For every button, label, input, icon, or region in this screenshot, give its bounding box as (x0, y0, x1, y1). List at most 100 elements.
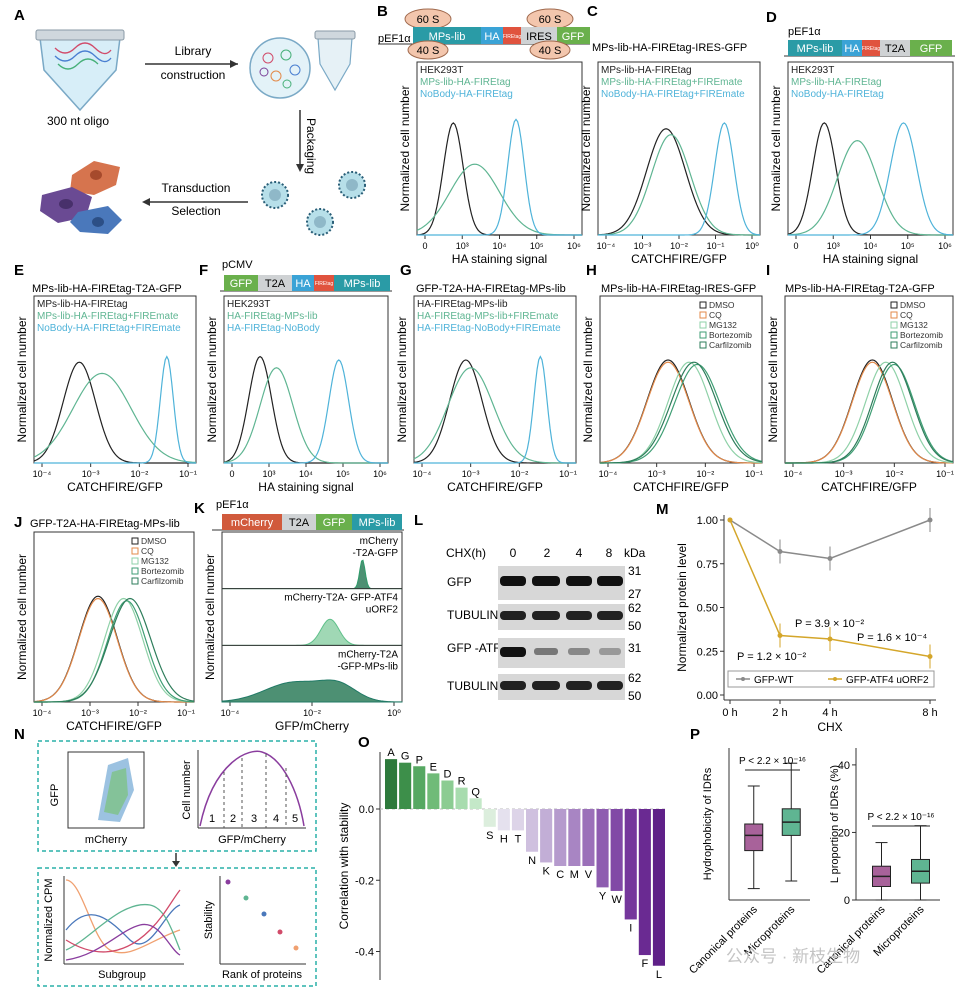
hist-tick-label: 10⁻³ (634, 241, 652, 251)
o-bar-E (427, 773, 440, 809)
step-transduction: Transduction (162, 181, 231, 195)
chx-time-0: 0 (510, 546, 517, 560)
o-bar-label: D (443, 769, 451, 781)
legend-swatch (699, 321, 707, 329)
blot-label-tubulin-2: TUBULIN (447, 679, 498, 693)
o-bar-label: M (570, 869, 579, 881)
ribosome-40s-1: 40 S (417, 45, 440, 57)
hist-curve-h-1 (599, 361, 763, 464)
f-part-gfp: GFP (230, 278, 253, 290)
p-y-tick-label: 0 (844, 895, 850, 907)
kda-50-a: 50 (628, 619, 642, 633)
hist-curve-f-0 (223, 355, 388, 464)
m-x-tick-label: 2 h (772, 707, 787, 719)
m-annotation: P = 1.2 × 10⁻² (737, 651, 807, 663)
legend-label: CQ (900, 310, 913, 320)
k-label-0: mCherry (360, 536, 398, 547)
o-bar-T (511, 809, 524, 831)
hist-curve-h-4 (599, 361, 763, 464)
k-hist-0 (222, 559, 402, 590)
construct-c-title: MPs-lib-HA-FIREtag-IRES-GFP (592, 42, 747, 54)
hist-xlabel-k: GFP/mCherry (275, 719, 349, 733)
o-bar-label: L (656, 969, 662, 981)
hist-tick-label: 10⁻¹ (179, 469, 197, 479)
hist-curve-d-2 (788, 122, 954, 236)
hist-tick-label: 10⁻³ (835, 469, 853, 479)
panel-label-e: E (14, 262, 24, 279)
d-part-firetag: FIREtag (862, 46, 881, 52)
hist-tick-label: 0 (229, 469, 234, 479)
cpm-ylabel: Normalized CPM (43, 878, 55, 961)
legend-label: MG132 (900, 320, 928, 330)
step-packaging: Packaging (304, 118, 318, 174)
bin-5: 5 (292, 813, 298, 825)
p-ylabel-1: L proportion of IDRs (%) (829, 765, 841, 883)
hist-ylabel-c: Normalized cell number (579, 85, 593, 211)
hist-xlabel-f: HA staining signal (258, 480, 353, 494)
m-point (777, 549, 783, 554)
k-part-mps-lib: MPs-lib (359, 517, 396, 529)
k-part-gfp: GFP (323, 517, 346, 529)
k-part-t2a: T2A (289, 517, 310, 529)
hist-tick-label: 10⁰ (745, 241, 759, 251)
library-plasmid-icon (249, 37, 311, 99)
hist-xlabel-j: CATCHFIRE/GFP (66, 719, 162, 733)
hist-tick-label: 10⁻⁴ (784, 469, 803, 479)
panel-label-j: J (14, 514, 22, 531)
hist-curve-f-2 (224, 359, 389, 464)
promoter-d: pEF1α (788, 26, 821, 38)
chx-time-8: 8 (606, 546, 613, 560)
o-bar-V (582, 809, 595, 866)
legend-label: DMSO (141, 536, 167, 546)
panel-label-k: K (194, 500, 205, 517)
m-xlabel: CHX (817, 720, 842, 734)
hist-tick-label: 10⁵ (336, 469, 350, 479)
promoter-b: pEF1α (378, 33, 411, 45)
virus-particles-icon (261, 171, 366, 236)
hist-ylabel-j: Normalized cell number (15, 554, 29, 680)
legend-label: HA-FIREtag-NoBody+FIREmate (417, 323, 561, 334)
legend-swatch (699, 331, 707, 339)
m-point (727, 517, 733, 523)
histogram-panels: Normalized cell number 0 10³ 10⁴ 10⁵ 10⁶ HA st… (15, 61, 954, 733)
legend-label: HEK293T (791, 65, 834, 76)
k-label-0-b: -T2A-GFP (352, 548, 398, 559)
panel-label-c: C (587, 3, 598, 20)
histogram-panel-c: Normalized cell number 10⁻⁴ 10⁻³ 10⁻² 10⁻¹ 10… (579, 61, 761, 266)
o-bar-label: S (486, 830, 493, 842)
m-legend-label: GFP-WT (754, 675, 793, 686)
m-point (927, 654, 933, 659)
legend-swatch (131, 547, 139, 555)
bin-1: 1 (209, 813, 215, 825)
bin-3: 3 (251, 813, 257, 825)
legend-label: HEK293T (227, 299, 270, 310)
o-bar-label: C (556, 869, 564, 881)
hist-tick-label: 10⁻² (696, 469, 714, 479)
hist-tick-label: 10⁻¹ (707, 241, 725, 251)
hist-tick-label: 10³ (456, 241, 469, 251)
hist-tick-label: 0 (793, 241, 798, 251)
legend-label: HEK293T (420, 65, 463, 76)
legend-label: MPs-lib-HA-FIREtag (791, 77, 882, 88)
legend-label: HA-FIREtag-MPs-lib+FIREmate (417, 311, 559, 322)
histogram-panel-d: Normalized cell number 0 10³ 10⁴ 10⁵ 10⁶ HA st… (769, 61, 954, 266)
d-part-ha: HA (844, 43, 860, 55)
oligo-tube-icon (39, 37, 121, 112)
title-i: MPs-lib-HA-FIREtag-T2A-GFP (785, 283, 935, 295)
hist-tick-label: 10⁻¹ (177, 708, 195, 718)
hist-tick-label: 10⁻⁴ (33, 469, 52, 479)
legend-swatch (131, 577, 139, 585)
hist-tick-label: 10⁻² (510, 469, 528, 479)
legend-swatch (131, 557, 139, 565)
legend-label: MPs-lib-HA-FIREtag (420, 77, 511, 88)
o-bar-G (399, 762, 412, 809)
o-y-tick-label: -0.4 (355, 947, 374, 959)
chx-time-2: 2 (544, 546, 551, 560)
hist-curve-i-1 (784, 361, 954, 464)
o-bar-label: I (629, 922, 632, 934)
hist-ylabel-e: Normalized cell number (15, 316, 29, 442)
o-bar-label: R (458, 776, 466, 788)
d-part-mps-lib: MPs-lib (797, 43, 834, 55)
hist-tick-label: 10⁻³ (648, 469, 666, 479)
ribosome-60s-1: 60 S (417, 14, 440, 26)
